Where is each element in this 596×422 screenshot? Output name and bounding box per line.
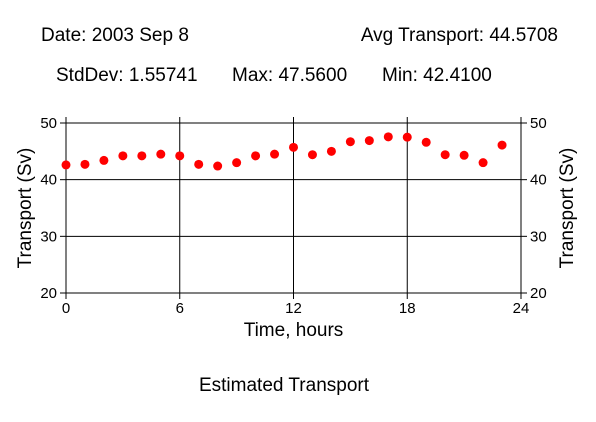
data-point [80, 159, 90, 169]
data-point [156, 149, 166, 159]
data-point [118, 151, 128, 161]
data-point [232, 158, 242, 168]
data-points [61, 132, 507, 171]
grid [66, 123, 521, 293]
data-point [440, 150, 450, 160]
data-point [364, 136, 374, 146]
data-point [497, 140, 507, 150]
x-tick-label: 12 [285, 300, 302, 317]
data-point [194, 159, 204, 169]
data-point [345, 137, 355, 147]
data-point [61, 160, 71, 170]
data-point [478, 158, 488, 168]
min-label: Min: 42.4100 [382, 65, 492, 86]
y-tick-label-right: 40 [530, 172, 547, 189]
y-tick-label-right: 50 [530, 115, 547, 132]
max-label: Max: 47.5600 [232, 65, 348, 86]
data-point [270, 149, 280, 159]
x-tick-label: 6 [176, 300, 184, 317]
data-point [421, 137, 431, 147]
date-label: Date: 2003 Sep 8 [41, 25, 189, 46]
x-tick-label: 18 [399, 300, 416, 317]
stddev-label: StdDev: 1.55741 [56, 65, 198, 86]
data-point [213, 161, 223, 171]
x-axis-label: Time, hours [244, 320, 344, 341]
y-tick-label-left: 30 [40, 228, 57, 245]
data-point [307, 150, 317, 160]
y-tick-label-left: 20 [40, 285, 57, 302]
y-axis-label-right: Transport (Sv) [557, 148, 578, 269]
data-point [383, 132, 393, 142]
x-tick-label: 24 [513, 300, 530, 317]
y-tick-label-left: 40 [40, 172, 57, 189]
data-point [402, 132, 412, 142]
y-tick-label-right: 30 [530, 228, 547, 245]
data-point [251, 151, 261, 161]
data-point [326, 146, 336, 156]
y-axis-label-left: Transport (Sv) [15, 148, 36, 269]
data-point [99, 155, 109, 165]
avg-transport-label: Avg Transport: 44.5708 [360, 25, 558, 46]
data-point [289, 142, 298, 152]
data-point [459, 150, 469, 160]
y-tick-label-left: 50 [40, 115, 57, 132]
data-point [137, 151, 147, 161]
x-tick-label: 0 [62, 300, 70, 317]
caption: Estimated Transport [198, 375, 370, 396]
data-point [175, 151, 185, 161]
y-tick-label-right: 20 [530, 285, 547, 302]
